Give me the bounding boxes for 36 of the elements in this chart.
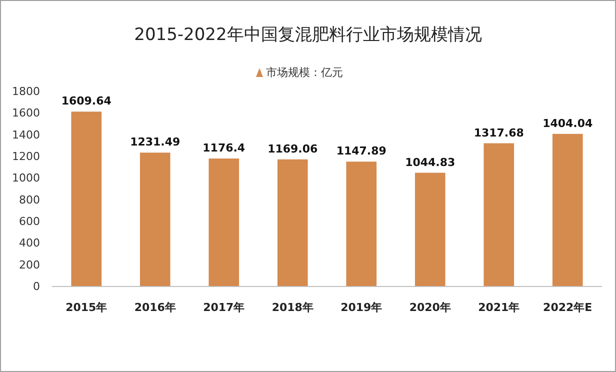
data-label: 1044.83 xyxy=(405,156,456,169)
data-label: 1317.68 xyxy=(474,126,524,140)
x-tick-label: 2019年 xyxy=(340,301,382,314)
x-tick-label: 2021年 xyxy=(478,301,520,314)
data-label: 1176.4 xyxy=(202,142,246,155)
y-tick-label: 800 xyxy=(19,193,40,206)
y-tick-label: 400 xyxy=(19,236,40,250)
y-tick-label: 200 xyxy=(19,258,40,272)
bar xyxy=(346,162,377,286)
chart-title: 2015-2022年中国复混肥料行业市场规模情况 xyxy=(134,25,482,45)
bar xyxy=(277,159,308,286)
bar xyxy=(552,134,583,286)
y-tick-label: 1000 xyxy=(12,172,40,185)
x-tick-label: 2017年 xyxy=(203,301,245,314)
bar xyxy=(208,158,240,286)
data-label: 1404.04 xyxy=(542,116,594,130)
x-tick-label: 2018年 xyxy=(272,301,314,314)
data-label: 1169.06 xyxy=(268,142,318,156)
y-tick-label: 1600 xyxy=(12,106,40,120)
x-tick-label: 2020年 xyxy=(409,301,451,314)
bar xyxy=(414,172,446,286)
y-tick-label: 1400 xyxy=(12,128,40,142)
x-tick-label: 2016年 xyxy=(134,301,176,314)
data-label: 1609.64 xyxy=(61,94,112,108)
x-tick-label: 2022年E xyxy=(543,301,592,314)
data-label: 1147.89 xyxy=(336,144,386,158)
bar xyxy=(484,143,514,286)
y-tick-label: 1200 xyxy=(12,150,40,163)
x-tick-label: 2015年 xyxy=(66,301,108,314)
y-tick-label: 0 xyxy=(33,280,40,293)
bar xyxy=(71,112,102,286)
y-tick-label: 1800 xyxy=(12,85,40,98)
legend-label: 市场规模：亿元 xyxy=(266,66,343,79)
data-label: 1231.49 xyxy=(130,136,180,149)
y-tick-label: 600 xyxy=(19,215,40,228)
bar xyxy=(140,152,170,286)
